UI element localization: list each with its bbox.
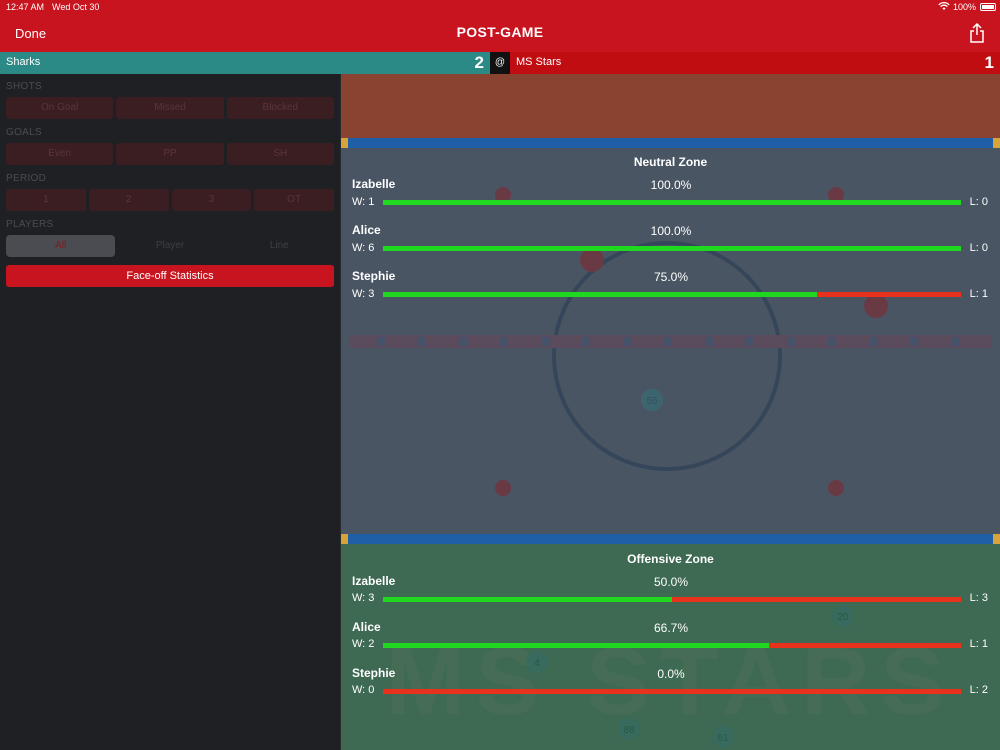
blue-line-cap: [341, 534, 348, 544]
players-filter: All Player Line: [6, 235, 334, 257]
faceoff-bar-win: [383, 597, 672, 602]
player-name: Stephie: [352, 666, 396, 680]
jersey-number: 4: [534, 658, 540, 669]
faceoff-bar: [383, 689, 961, 694]
period-label: PERIOD: [6, 173, 47, 184]
player-name: Alice: [352, 223, 381, 237]
loss-count: L: 0: [969, 242, 988, 254]
period-ot-button[interactable]: OT: [254, 189, 334, 211]
faceoff-pct: 50.0%: [653, 575, 689, 589]
win-count: W: 3: [352, 592, 375, 604]
shots-filter: On Goal Missed Blocked: [6, 97, 334, 119]
period-1-button[interactable]: 1: [6, 189, 86, 211]
win-count: W: 0: [352, 684, 375, 696]
loss-count: L: 3: [969, 592, 988, 604]
goals-even-button[interactable]: Even: [6, 143, 114, 165]
faceoff-pct: 66.7%: [653, 621, 689, 635]
loss-count: L: 0: [969, 196, 988, 208]
blue-line-cap: [341, 138, 348, 148]
done-button[interactable]: Done: [15, 26, 47, 41]
filter-sidebar: SHOTS On Goal Missed Blocked GOALS Even …: [0, 74, 340, 750]
battery-icon: [980, 3, 996, 11]
faceoff-bar-win: [383, 246, 961, 251]
player-name: Izabelle: [352, 574, 396, 588]
player-name: Stephie: [352, 269, 396, 283]
faceoff-bar-win: [383, 200, 961, 205]
players-player-button[interactable]: Player: [155, 240, 185, 251]
nav-bar: Done POST-GAME: [0, 16, 1000, 52]
goals-sh-button[interactable]: SH: [226, 143, 334, 165]
blue-line-bottom: [341, 534, 1000, 544]
rink-markings: 55 MS STARS 20 4 88 61: [349, 187, 992, 748]
win-count: W: 6: [352, 242, 375, 254]
jersey-number: 88: [623, 725, 635, 736]
loss-count: L: 1: [969, 288, 988, 300]
shots-on-goal-button[interactable]: On Goal: [6, 97, 114, 119]
away-team-panel: MS Stars 1: [510, 52, 1000, 74]
players-line-button[interactable]: Line: [269, 240, 289, 251]
wifi-icon: [938, 1, 950, 14]
players-label: PLAYERS: [6, 219, 54, 230]
home-team-name: Sharks: [6, 56, 41, 68]
status-bar: 12:47 AM Wed Oct 30 100%: [0, 0, 1000, 16]
period-filter: 1 2 3 OT: [6, 189, 334, 211]
shots-blocked-button[interactable]: Blocked: [226, 97, 334, 119]
away-team-score: 1: [984, 53, 994, 72]
scoreboard: Sharks 2 @ MS Stars 1: [0, 52, 1000, 74]
goals-pp-button[interactable]: PP: [116, 143, 224, 165]
goals-filter: Even PP SH: [6, 143, 334, 165]
player-name: Alice: [352, 620, 381, 634]
faceoff-bar: [383, 292, 961, 297]
at-separator: @: [490, 52, 510, 74]
status-time: 12:47 AM: [6, 2, 45, 12]
faceoff-statistics-button[interactable]: Face-off Statistics: [6, 265, 334, 287]
blue-line-top: [341, 138, 1000, 148]
faceoff-bar: [383, 246, 961, 251]
faceoff-bar: [383, 200, 961, 205]
period-2-button[interactable]: 2: [88, 189, 169, 211]
faceoff-bar: [383, 597, 961, 602]
page-title: POST-GAME: [456, 24, 544, 40]
faceoff-bar-win: [383, 292, 817, 297]
goals-label: GOALS: [6, 127, 42, 138]
shots-missed-button[interactable]: Missed: [116, 97, 224, 119]
home-team-score: 2: [474, 53, 484, 72]
defensive-zone-area: [341, 74, 1000, 138]
shots-label: SHOTS: [6, 81, 42, 92]
jersey-number: 61: [717, 733, 729, 744]
win-count: W: 1: [352, 196, 375, 208]
player-name: Izabelle: [352, 177, 396, 191]
neutral-zone-title: Neutral Zone: [633, 155, 708, 169]
status-date: Wed Oct 30: [52, 2, 100, 12]
offensive-zone-title: Offensive Zone: [627, 552, 714, 566]
blue-line-cap: [993, 534, 1000, 544]
home-team-panel: Sharks 2: [0, 52, 490, 74]
jersey-number: 20: [837, 612, 849, 623]
faceoff-pct: 100.0%: [650, 224, 692, 238]
battery-percent: 100%: [952, 2, 976, 12]
away-team-name: MS Stars: [516, 56, 562, 68]
faceoff-pct: 100.0%: [650, 178, 692, 192]
win-count: W: 2: [352, 638, 375, 650]
players-all-button[interactable]: All: [6, 235, 116, 257]
loss-count: L: 2: [969, 684, 988, 696]
faceoff-pct: 75.0%: [653, 270, 689, 284]
faceoff-bar: [383, 643, 961, 648]
period-3-button[interactable]: 3: [171, 189, 252, 211]
blue-line-cap: [993, 138, 1000, 148]
rink-panel: 55 MS STARS 20 4 88 61 Neutral Zone Izab…: [341, 74, 1000, 750]
sidebar-divider: [340, 74, 341, 750]
win-count: W: 3: [352, 288, 375, 300]
faceoff-pct: 0.0%: [657, 667, 685, 681]
loss-count: L: 1: [969, 638, 988, 650]
share-icon[interactable]: [968, 22, 986, 43]
faceoff-bar-win: [383, 643, 769, 648]
jersey-number: 55: [646, 396, 658, 407]
